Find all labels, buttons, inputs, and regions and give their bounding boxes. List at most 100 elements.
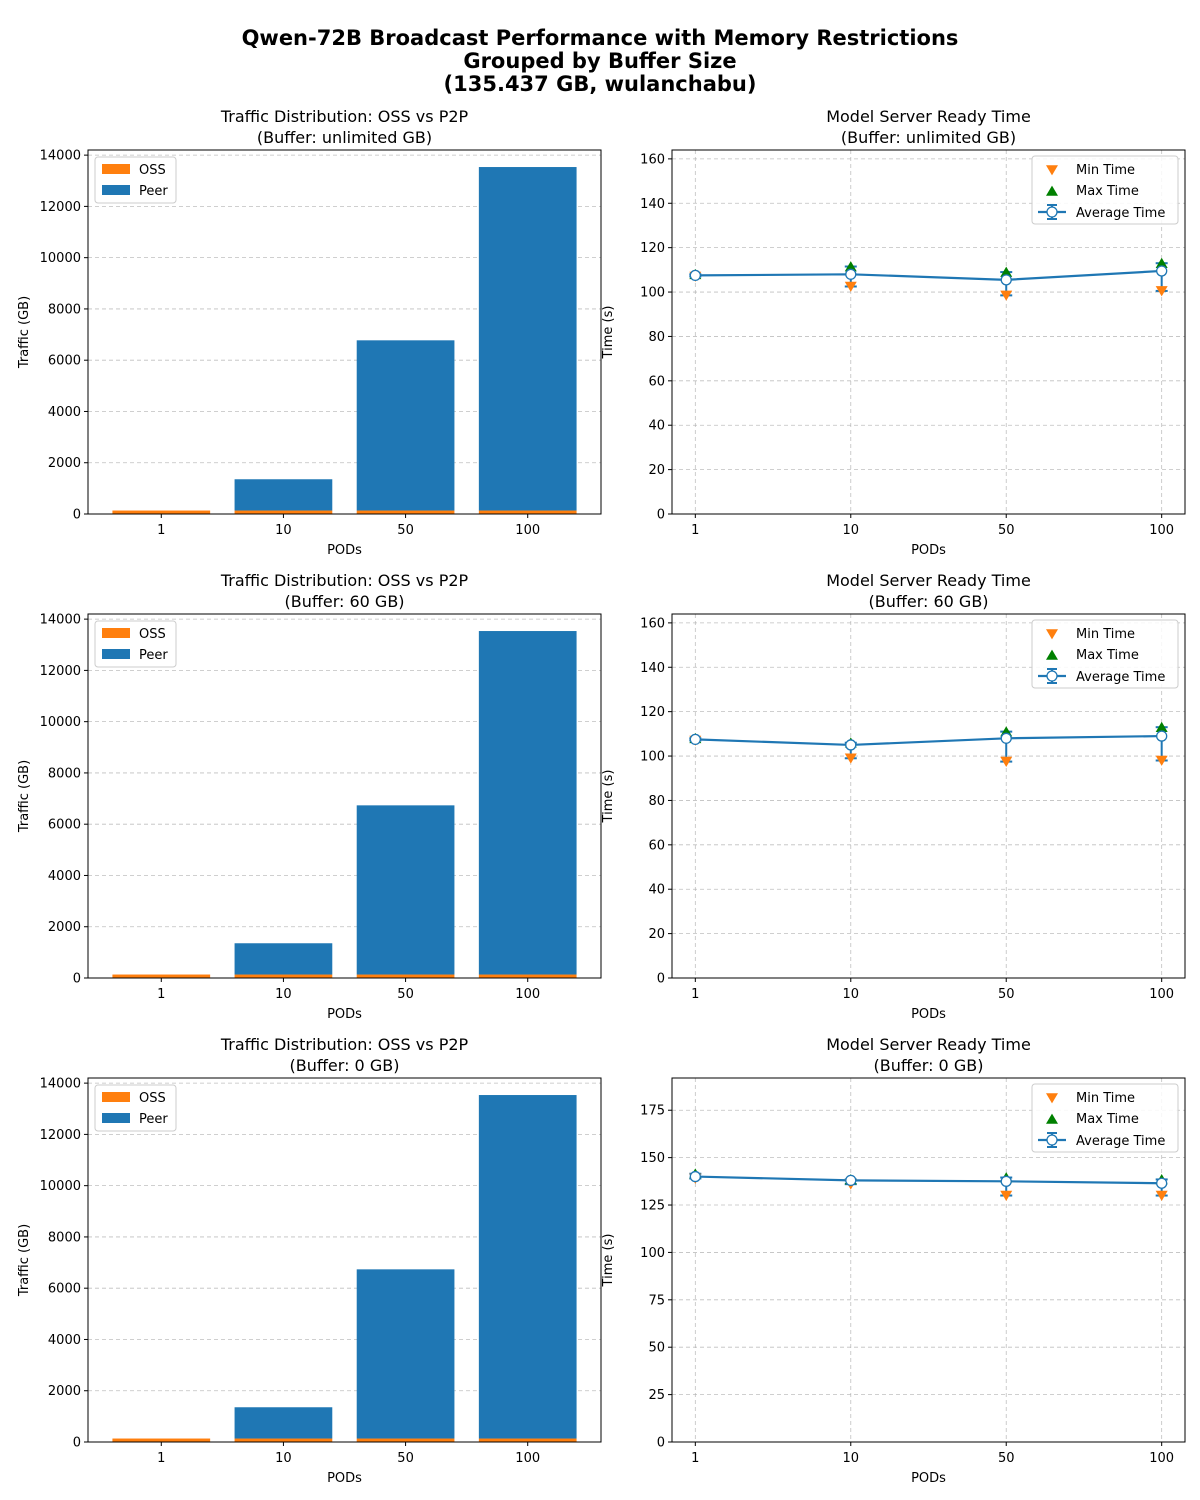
- legend-label-peer: Peer: [139, 1112, 168, 1127]
- legend: OSS Peer: [94, 1084, 177, 1132]
- bar-oss-50: [356, 974, 455, 978]
- y-tick-label: 0: [657, 1436, 665, 1451]
- legend-box: [1031, 155, 1179, 225]
- legend-marker-max-time: [1046, 185, 1058, 196]
- y-tick-label: 100: [640, 1246, 665, 1261]
- legend: OSS Peer: [94, 156, 177, 204]
- y-tick-label: 0: [73, 972, 81, 987]
- x-tick-label: 100: [1149, 987, 1174, 1002]
- y-tick-label: 60: [648, 838, 665, 853]
- average-time-point-50: [1000, 274, 1012, 286]
- y-tick-label: 75: [648, 1293, 665, 1308]
- legend-marker-min-time: [1046, 1093, 1058, 1104]
- y-tick-label: 10000: [40, 715, 81, 730]
- legend-swatch-peer: [102, 649, 130, 659]
- legend-label-max-time: Max Time: [1076, 648, 1139, 663]
- y-tick-label: 14000: [40, 149, 81, 164]
- y-tick-label: 10000: [40, 251, 81, 266]
- figure-title-line-2: Grouped by Buffer Size: [463, 49, 737, 73]
- figure-title-line-1: Qwen-72B Broadcast Performance with Memo…: [241, 26, 959, 50]
- x-tick-label: 1: [691, 1451, 699, 1466]
- y-tick-label: 2000: [48, 1384, 81, 1399]
- x-tick-label: 10: [842, 523, 859, 538]
- legend-marker-average-time: [1046, 206, 1058, 218]
- y-tick-label: 2000: [48, 456, 81, 471]
- max-time-point-100: [1155, 257, 1168, 268]
- legend-swatch-peer: [102, 185, 130, 195]
- traffic-chart-4: Traffic Distribution: OSS vs P2P (Buffer:…: [17, 1035, 602, 1486]
- y-tick-label: 120: [640, 241, 665, 256]
- y-tick-label: 12000: [40, 200, 81, 215]
- x-tick-label: 1: [157, 523, 165, 538]
- average-time-line: [695, 734, 1162, 747]
- y-axis-label: Time (s): [601, 1234, 616, 1288]
- y-tick-label: 8000: [48, 302, 81, 317]
- bar-peer-50: [356, 805, 455, 975]
- axes-frame: [671, 149, 1186, 515]
- chart-title-line-2: (Buffer: unlimited GB): [257, 128, 432, 147]
- legend-label-peer: Peer: [139, 184, 168, 199]
- legend-label-peer: Peer: [139, 648, 168, 663]
- x-tick-label: 100: [515, 523, 540, 538]
- max-time-point-50: [1000, 266, 1013, 277]
- legend-box: [1031, 619, 1179, 689]
- legend-label-average-time: Average Time: [1076, 206, 1165, 221]
- chart-title-line-1: Model Server Ready Time: [826, 1035, 1031, 1054]
- average-time-point-100: [1156, 1177, 1168, 1189]
- bar-oss-1: [112, 510, 211, 514]
- bar-peer-10: [234, 1407, 333, 1439]
- chart-title-line-2: (Buffer: 0 GB): [874, 1056, 984, 1075]
- x-tick-label: 1: [157, 987, 165, 1002]
- bar-oss-50: [356, 1438, 455, 1442]
- average-time-point-100: [1156, 730, 1168, 742]
- x-axis-label: PODs: [327, 1471, 362, 1486]
- legend-swatch-oss: [102, 628, 130, 638]
- average-time-point-1: [689, 269, 701, 282]
- x-tick-label: 100: [1149, 1451, 1174, 1466]
- legend-label-oss: OSS: [139, 1091, 166, 1106]
- min-time-point-100: [1155, 755, 1168, 766]
- x-tick-label: 10: [275, 523, 292, 538]
- y-tick-label: 12000: [40, 664, 81, 679]
- y-tick-label: 8000: [48, 766, 81, 781]
- y-tick-label: 175: [640, 1104, 665, 1119]
- y-tick-label: 4000: [48, 405, 81, 420]
- y-axis-label: Traffic (GB): [17, 1224, 32, 1297]
- y-tick-label: 20: [648, 927, 665, 942]
- x-tick-label: 100: [515, 1451, 540, 1466]
- x-axis-label: PODs: [911, 543, 946, 558]
- traffic-chart-0: Traffic Distribution: OSS vs P2P (Buffer:…: [17, 107, 602, 558]
- axes-frame: [87, 613, 602, 979]
- min-time-point-100: [1155, 286, 1168, 297]
- x-tick-label: 50: [397, 523, 414, 538]
- traffic-chart-2: Traffic Distribution: OSS vs P2P (Buffer:…: [17, 571, 602, 1022]
- y-tick-label: 0: [73, 508, 81, 523]
- bar-oss-50: [356, 510, 455, 514]
- legend-marker-min-time: [1046, 629, 1058, 640]
- average-time-point-50: [1000, 1175, 1012, 1187]
- max-time-point-100: [1155, 721, 1168, 732]
- ready-time-chart-1: Model Server Ready Time (Buffer: unlimite…: [601, 107, 1186, 558]
- y-tick-label: 120: [640, 705, 665, 720]
- x-tick-label: 10: [842, 987, 859, 1002]
- x-tick-label: 10: [842, 1451, 859, 1466]
- min-time-point-50: [1000, 290, 1013, 301]
- x-tick-label: 50: [998, 987, 1015, 1002]
- x-axis-label: PODs: [327, 1007, 362, 1022]
- x-tick-label: 100: [1149, 523, 1174, 538]
- min-time-point-100: [1155, 1190, 1168, 1201]
- chart-title-line-2: (Buffer: 60 GB): [868, 592, 988, 611]
- y-tick-label: 20: [648, 463, 665, 478]
- legend-label-min-time: Min Time: [1076, 163, 1135, 178]
- y-tick-label: 50: [648, 1341, 665, 1356]
- legend: Min Time Max Time Average Time: [1031, 1083, 1179, 1153]
- bar-peer-100: [478, 1095, 577, 1439]
- x-tick-label: 50: [998, 1451, 1015, 1466]
- x-tick-label: 1: [691, 987, 699, 1002]
- chart-title-line-2: (Buffer: 0 GB): [290, 1056, 400, 1075]
- bar-oss-100: [478, 974, 577, 978]
- y-tick-label: 80: [648, 794, 665, 809]
- legend-label-average-time: Average Time: [1076, 1134, 1165, 1149]
